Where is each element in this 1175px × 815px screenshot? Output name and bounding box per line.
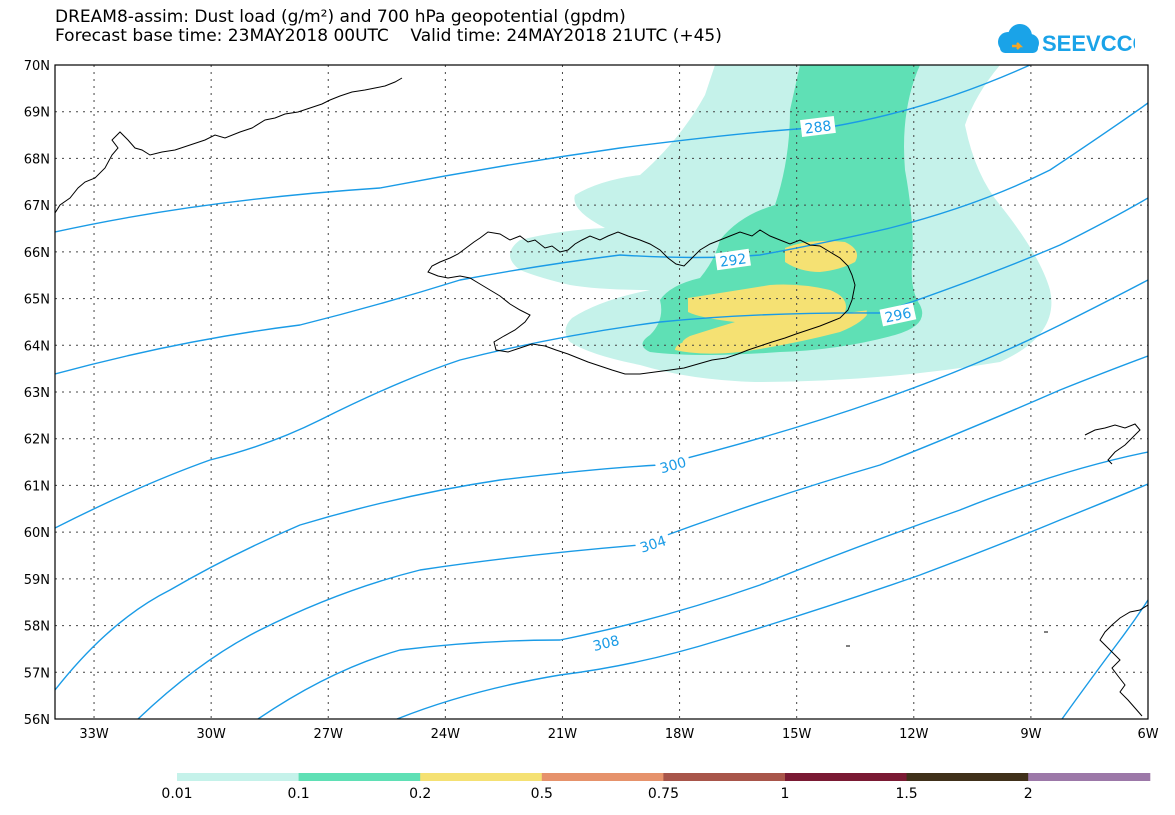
colorbar-swatch [541, 773, 664, 781]
map-title: DREAM8-assim: Dust load (g/m²) and 700 h… [55, 7, 626, 27]
lat-label: 70N [24, 59, 50, 74]
contour-label: 308 [587, 630, 625, 655]
colorbar-swatch [906, 773, 1029, 781]
contour-label: 288 [800, 115, 836, 138]
svg-text:292: 292 [719, 251, 748, 271]
cloud-icon [998, 24, 1039, 53]
lon-label: 9W [1020, 727, 1041, 742]
svg-text:308: 308 [591, 633, 621, 655]
contour-label: 300 [654, 451, 692, 478]
graticule [55, 65, 1148, 719]
lon-label: 15W [782, 727, 812, 742]
iceland-coast [427, 229, 856, 375]
colorbar-label: 0.01 [161, 786, 192, 802]
colorbar-swatch [177, 773, 300, 781]
map-subtitle: Forecast base time: 23MAY2018 00UTC Vali… [55, 26, 722, 46]
colorbar-swatch [1028, 773, 1151, 781]
svg-text:300: 300 [658, 455, 688, 478]
dust-area-high-south [675, 310, 870, 354]
colorbar: 0.01 0.1 0.2 0.5 0.75 1 1.5 2 [161, 773, 1151, 802]
svg-text:304: 304 [638, 533, 668, 557]
lon-label: 21W [548, 727, 578, 742]
svg-text:288: 288 [804, 118, 832, 137]
lat-label: 61N [24, 479, 50, 494]
colorbar-swatch [663, 773, 786, 781]
dust-area-mid [642, 65, 923, 355]
colorbar-swatch [420, 773, 543, 781]
coastlines [55, 77, 1148, 717]
lat-label: 57N [24, 666, 50, 681]
latitude-labels: 70N 69N 68N 67N 66N 65N 64N 63N 62N 61N 60N 59N 58N 5… [24, 59, 50, 728]
contour-line-312 [396, 483, 1148, 719]
contour-line-288 [55, 65, 1031, 233]
colorbar-label: 0.2 [409, 786, 431, 802]
lat-label: 63N [24, 386, 50, 401]
greenland-coast [55, 77, 403, 214]
contour-label: 304 [634, 530, 672, 557]
colorbar-swatch [785, 773, 908, 781]
lat-label: 66N [24, 246, 50, 261]
lat-label: 67N [24, 199, 50, 214]
contour-labels: 288 292 296 300 304 308 [587, 115, 917, 655]
lon-label: 6W [1137, 727, 1158, 742]
lon-label: 18W [665, 727, 695, 742]
lat-label: 65N [24, 293, 50, 308]
lon-label: 24W [431, 727, 461, 742]
seevccc-logo: SEEVCCC [998, 24, 1135, 56]
lat-label: 60N [24, 526, 50, 541]
contour-label: 296 [879, 302, 917, 327]
lat-label: 58N [24, 620, 50, 635]
lat-label: 56N [24, 713, 50, 728]
lat-label: 64N [24, 339, 50, 354]
lat-label: 69N [24, 106, 50, 121]
faroe-shetland-coast [1084, 423, 1141, 465]
colorbar-swatch [298, 773, 421, 781]
colorbar-label: 1.5 [895, 786, 917, 802]
contour-line-296 [55, 197, 1148, 529]
lon-label: 33W [79, 727, 109, 742]
dust-area-high-north [785, 240, 858, 272]
contour-label: 292 [714, 248, 751, 271]
lat-label: 59N [24, 573, 50, 588]
colorbar-label: 0.5 [531, 786, 553, 802]
logo-text: SEEVCCC [1042, 31, 1135, 56]
lon-label: 12W [899, 727, 929, 742]
contour-line-far-southeast [1061, 599, 1148, 719]
svg-text:296: 296 [883, 305, 913, 326]
longitude-labels: 33W 30W 27W 24W 21W 18W 15W 12W 9W 6W [79, 727, 1158, 742]
lon-label: 30W [196, 727, 226, 742]
lon-label: 27W [314, 727, 344, 742]
contour-line-304 [137, 355, 1148, 719]
colorbar-label: 2 [1024, 786, 1033, 802]
contour-line-300 [55, 279, 1148, 691]
map-frame [54, 64, 1149, 720]
scotland-coast [1099, 604, 1148, 717]
colorbar-label: 0.75 [648, 786, 679, 802]
colorbar-label: 0.1 [287, 786, 309, 802]
lat-label: 62N [24, 433, 50, 448]
contour-line-292 [55, 102, 1148, 375]
colorbar-label: 1 [781, 786, 790, 802]
contour-line-308 [257, 451, 1148, 719]
lat-label: 68N [24, 152, 50, 167]
